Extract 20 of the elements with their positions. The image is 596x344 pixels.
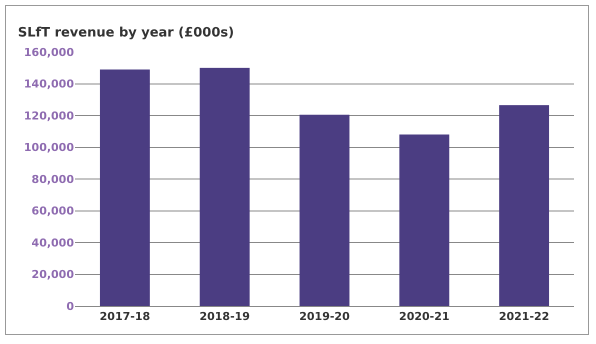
y-tick-label: 20,000 <box>32 268 74 282</box>
bar <box>399 134 450 306</box>
x-tick-label: 2018-19 <box>199 310 250 324</box>
y-tick-label: 60,000 <box>32 204 74 218</box>
y-tick-label: 120,000 <box>24 109 74 122</box>
y-tick-label: 100,000 <box>24 141 74 154</box>
y-tick-label: 0 <box>66 300 74 313</box>
x-tick-label: 2019-20 <box>299 310 350 324</box>
y-tick-label: 40,000 <box>32 236 74 250</box>
y-tick-label: 80,000 <box>32 172 74 186</box>
x-tick-label: 2020-21 <box>399 310 450 324</box>
bar <box>300 114 350 306</box>
bar <box>200 68 250 306</box>
y-tick-label: 160,000 <box>24 46 74 59</box>
x-tick-label: 2021-22 <box>498 310 550 324</box>
y-tick-label: 140,000 <box>24 78 74 91</box>
chart-title: SLfT revenue by year (£000s) <box>18 26 234 41</box>
x-tick-label: 2017-18 <box>100 310 150 324</box>
bar <box>100 69 150 306</box>
bar <box>499 105 550 306</box>
